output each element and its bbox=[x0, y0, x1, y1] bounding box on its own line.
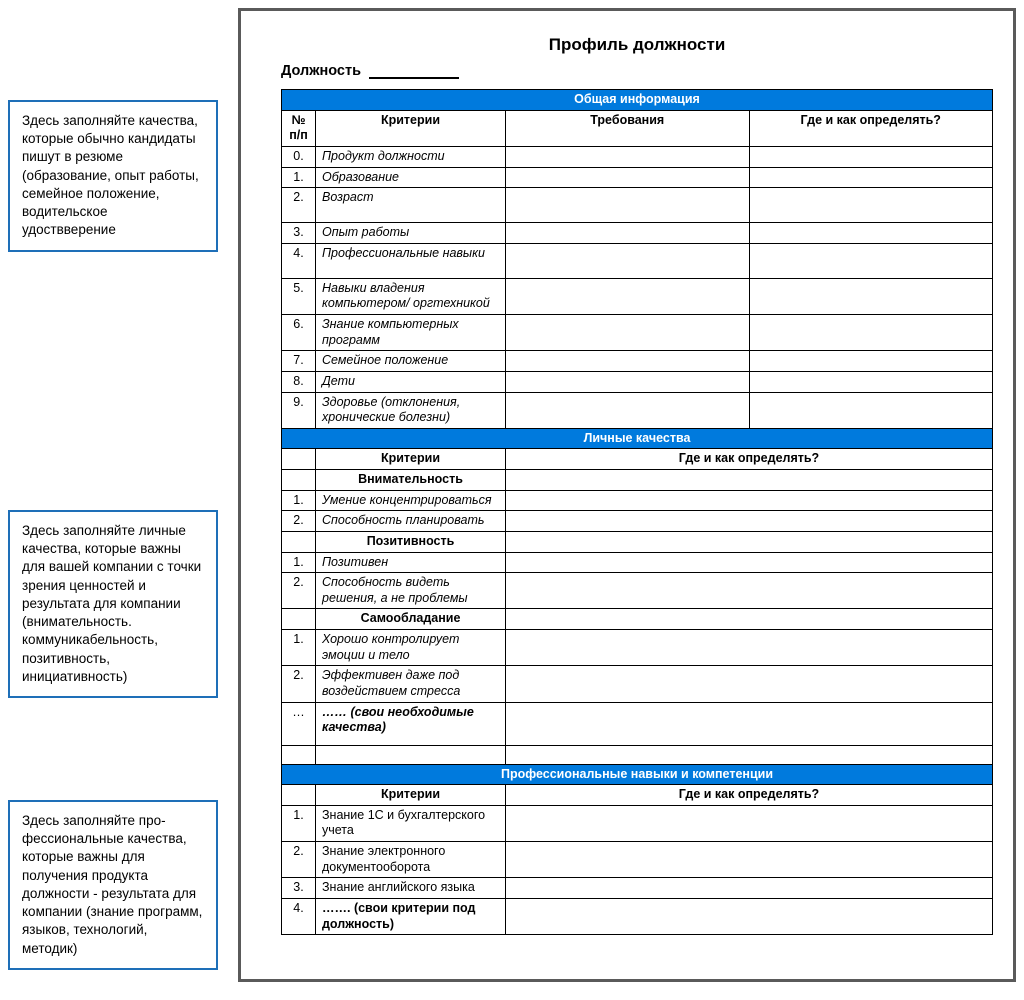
position-label: Должность bbox=[281, 63, 361, 79]
side-note-2: Здесь заполняйте личные качества, ко­тор… bbox=[8, 510, 218, 698]
profile-table: Общая информация№ п/пКритерииТребованияГ… bbox=[281, 89, 993, 935]
side-note-1: Здесь заполняйте каче­ства, которые обыч… bbox=[8, 100, 218, 252]
page-title: Профиль должности bbox=[281, 35, 993, 55]
page: Здесь заполняйте каче­ства, которые обыч… bbox=[0, 0, 1024, 1000]
document-sheet: Профиль должности Должность Общая информ… bbox=[238, 8, 1016, 982]
side-note-3: Здесь заполняйте про­фессиональные каче­… bbox=[8, 800, 218, 970]
position-field: Должность bbox=[281, 63, 993, 79]
position-underline bbox=[369, 77, 459, 79]
